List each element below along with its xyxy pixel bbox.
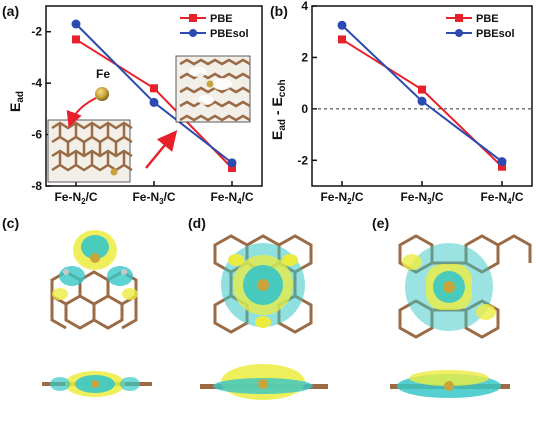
chart-b-point-pbesol xyxy=(337,20,347,30)
chart-b-ticks: 4 2 0 -2 Fe-N2/C Fe-N3/C Fe-N4/C xyxy=(297,0,524,206)
chart-b-point-pbe xyxy=(418,85,426,94)
chart-b-point-pbe xyxy=(338,35,346,44)
chart-a-ytick-label: -2 xyxy=(31,25,42,39)
density-map-e xyxy=(390,234,532,398)
chart-b-point-pbe xyxy=(498,162,506,171)
density-map-c xyxy=(42,230,152,397)
chart-a-ytick-label: -4 xyxy=(31,76,42,90)
legend-b-pbe-marker xyxy=(455,14,463,22)
legend-b-pbesol-label: PBEsol xyxy=(476,28,515,40)
chart-a-xtick-label: Fe-N3/C xyxy=(132,190,175,206)
fe-atom-icon xyxy=(95,87,109,101)
legend-a-pbesol-marker xyxy=(189,29,197,37)
chart-a: Ead -2 -4 -6 -8 Fe-N2/C Fe-N3/C Fe-N4/C Fe xyxy=(7,5,263,206)
structure-arrow-icon xyxy=(145,130,178,169)
chart-a-xtick-label: Fe-N4/C xyxy=(210,190,253,206)
chart-b-point-pbesol xyxy=(417,96,427,106)
panel-label-b: (b) xyxy=(270,3,288,19)
legend-a-pbe-marker xyxy=(189,14,197,22)
chart-a-point-pbe xyxy=(228,164,236,172)
chart-b-ytick-label: 2 xyxy=(301,50,308,64)
chart-b-ytick-label: 4 xyxy=(301,0,308,13)
chart-b-legend: PBE PBEsol xyxy=(446,13,515,40)
fe-adsorb-arrow-icon xyxy=(66,97,97,128)
legend-a-pbesol-label: PBEsol xyxy=(210,28,249,40)
chart-b-xtick-label: Fe-N3/C xyxy=(400,190,443,206)
panel-label-e: (e) xyxy=(372,215,389,231)
chart-a-point-pbesol xyxy=(149,97,159,107)
panel-label-d: (d) xyxy=(188,215,206,231)
legend-b-pbesol-marker xyxy=(455,29,463,37)
chart-a-legend: PBE PBEsol xyxy=(180,13,249,40)
chart-b: Ead - Ecoh 4 2 0 -2 Fe-N2/C Fe-N3/C Fe-N4/C PB… xyxy=(269,0,533,206)
fe-atom-label: Fe xyxy=(96,67,110,81)
chart-a-ytick-label: -6 xyxy=(31,128,42,142)
chart-a-point-pbe xyxy=(150,84,158,93)
chart-b-series xyxy=(337,20,507,171)
chart-a-ylabel: Ead xyxy=(7,91,26,112)
chart-b-ylabel: Ead - Ecoh xyxy=(269,79,288,140)
chart-b-ytick-label: 0 xyxy=(301,102,308,116)
chart-b-xtick-label: Fe-N4/C xyxy=(480,190,523,206)
chart-a-ticks: -2 -4 -6 -8 Fe-N2/C Fe-N3/C Fe-N4/C xyxy=(31,25,254,206)
panel-label-c: (c) xyxy=(2,215,19,231)
chart-a-series xyxy=(71,19,237,172)
chart-b-ytick-label: -2 xyxy=(297,153,308,167)
chart-b-point-pbesol xyxy=(497,157,507,167)
inset-structure-left xyxy=(47,119,133,183)
legend-b-pbe-label: PBE xyxy=(476,13,499,25)
chart-a-point-pbe xyxy=(72,35,80,44)
chart-b-xtick-label: Fe-N2/C xyxy=(320,190,363,206)
chart-a-ytick-label: -8 xyxy=(31,179,42,193)
inset-fe-atom: Fe xyxy=(66,67,110,128)
density-map-d xyxy=(200,234,328,400)
panel-label-a: (a) xyxy=(2,3,19,19)
chart-a-point-pbesol xyxy=(71,19,81,29)
chart-a-xtick-label: Fe-N2/C xyxy=(54,190,97,206)
legend-a-pbe-label: PBE xyxy=(210,13,233,25)
chart-a-point-pbesol xyxy=(227,158,237,168)
inset-structure-right xyxy=(175,55,251,123)
